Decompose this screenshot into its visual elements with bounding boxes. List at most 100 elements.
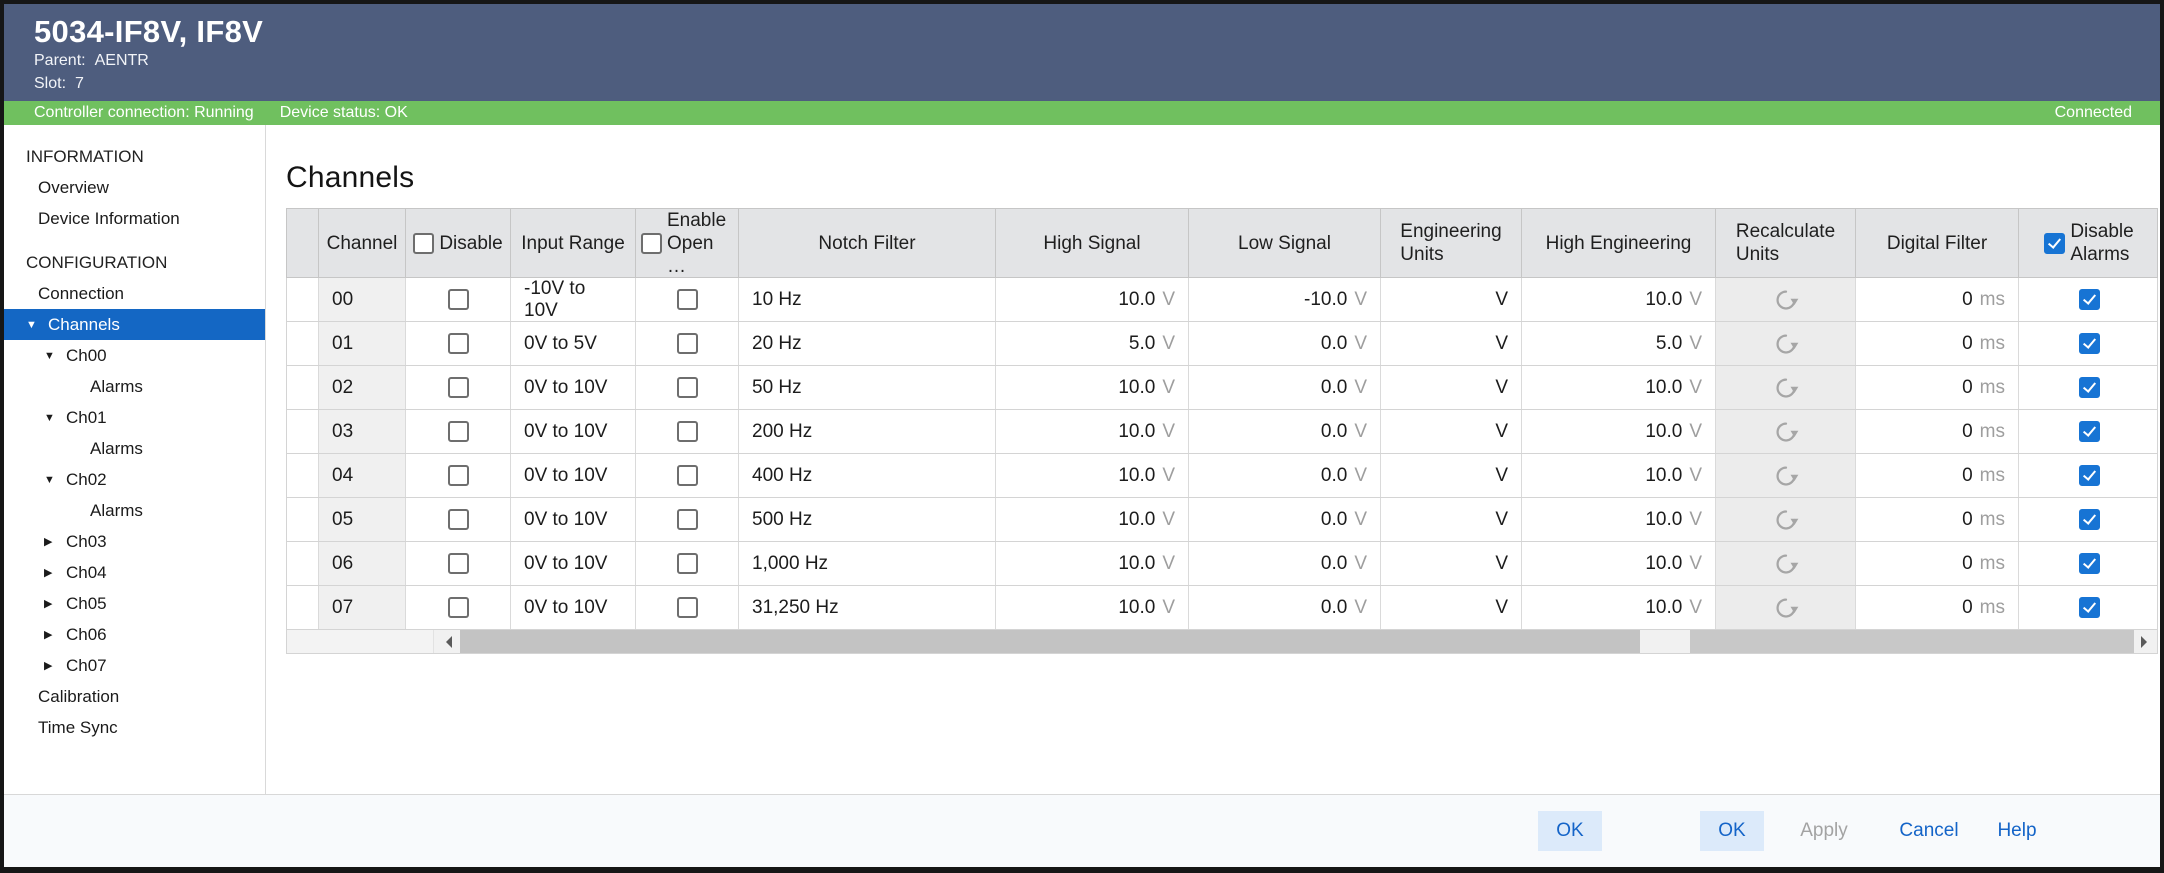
disable-checkbox[interactable] <box>447 553 469 574</box>
high_eng-cell[interactable]: 10.0 V <box>1522 454 1716 497</box>
sidebar-item-ch04[interactable]: ▶ Ch04 <box>4 557 265 588</box>
digital_filter-cell[interactable]: 0 ms <box>1856 498 2019 541</box>
scrollbar-track[interactable] <box>1640 630 1690 653</box>
eng_units-cell[interactable]: V <box>1381 366 1522 409</box>
row-selector-cell[interactable] <box>287 278 319 321</box>
chevron-right-icon[interactable]: ▶ <box>44 629 53 641</box>
disable-checkbox[interactable] <box>447 597 469 618</box>
input_range-cell[interactable]: 0V to 5V <box>511 322 636 365</box>
notch-cell[interactable]: 200 Hz <box>739 410 996 453</box>
low_signal-cell[interactable]: -10.0 V <box>1189 278 1381 321</box>
digital_filter-cell[interactable]: 0 ms <box>1856 586 2019 629</box>
eng_units-cell[interactable]: V <box>1381 542 1522 585</box>
low_signal-cell[interactable]: 0.0 V <box>1189 542 1381 585</box>
sidebar-item-calibration[interactable]: Calibration <box>4 681 265 712</box>
sidebar-item-alarms[interactable]: Alarms <box>4 495 265 526</box>
sidebar-item-ch01[interactable]: ▼ Ch01 <box>4 402 265 433</box>
high_signal-cell[interactable]: 10.0 V <box>996 498 1189 541</box>
high_eng-cell[interactable]: 10.0 V <box>1522 366 1716 409</box>
chevron-right-icon[interactable]: ▶ <box>44 567 53 579</box>
ok-button[interactable]: OK <box>1538 811 1602 851</box>
horizontal-scrollbar[interactable] <box>286 630 2158 654</box>
disable-alarms-checkbox[interactable] <box>2078 333 2100 354</box>
high_eng-cell[interactable]: 10.0 V <box>1522 410 1716 453</box>
sidebar-item-overview[interactable]: Overview <box>4 172 265 203</box>
low_signal-cell[interactable]: 0.0 V <box>1189 498 1381 541</box>
disable-checkbox[interactable] <box>447 377 469 398</box>
enable-open-wire-checkbox[interactable] <box>676 289 698 310</box>
sidebar-item-time-sync[interactable]: Time Sync <box>4 712 265 743</box>
enable-open-wire-checkbox[interactable] <box>676 553 698 574</box>
high_signal-cell[interactable]: 10.0 V <box>996 454 1189 497</box>
notch-cell[interactable]: 10 Hz <box>739 278 996 321</box>
sidebar-item-ch07[interactable]: ▶ Ch07 <box>4 650 265 681</box>
high_signal-cell[interactable]: 10.0 V <box>996 542 1189 585</box>
eng_units-cell[interactable]: V <box>1381 410 1522 453</box>
high_eng-cell[interactable]: 10.0 V <box>1522 278 1716 321</box>
input_range-cell[interactable]: 0V to 10V <box>511 542 636 585</box>
scrollbar-thumb-right[interactable] <box>1690 630 2134 653</box>
sidebar-item-device-information[interactable]: Device Information <box>4 203 265 234</box>
input_range-cell[interactable]: 0V to 10V <box>511 498 636 541</box>
low_signal-cell[interactable]: 0.0 V <box>1189 410 1381 453</box>
scroll-left-button[interactable] <box>434 630 460 653</box>
notch-cell[interactable]: 50 Hz <box>739 366 996 409</box>
header-checkbox-disable-alarms[interactable] <box>2044 232 2066 254</box>
disable-alarms-checkbox[interactable] <box>2078 421 2100 442</box>
disable-alarms-checkbox[interactable] <box>2078 465 2100 486</box>
low_signal-cell[interactable]: 0.0 V <box>1189 366 1381 409</box>
input_range-cell[interactable]: 0V to 10V <box>511 586 636 629</box>
eng_units-cell[interactable]: V <box>1381 454 1522 497</box>
row-selector-cell[interactable] <box>287 586 319 629</box>
digital_filter-cell[interactable]: 0 ms <box>1856 366 2019 409</box>
row-selector-cell[interactable] <box>287 366 319 409</box>
high_signal-cell[interactable]: 10.0 V <box>996 586 1189 629</box>
chevron-down-icon[interactable]: ▼ <box>44 473 55 486</box>
disable-checkbox[interactable] <box>447 333 469 354</box>
digital_filter-cell[interactable]: 0 ms <box>1856 322 2019 365</box>
disable-alarms-checkbox[interactable] <box>2078 509 2100 530</box>
disable-alarms-checkbox[interactable] <box>2078 289 2100 310</box>
input_range-cell[interactable]: -10V to 10V <box>511 278 636 321</box>
sidebar-item-ch03[interactable]: ▶ Ch03 <box>4 526 265 557</box>
row-selector-cell[interactable] <box>287 410 319 453</box>
notch-cell[interactable]: 31,250 Hz <box>739 586 996 629</box>
row-selector-cell[interactable] <box>287 542 319 585</box>
enable-open-wire-checkbox[interactable] <box>676 377 698 398</box>
chevron-right-icon[interactable]: ▶ <box>44 536 53 548</box>
cancel-button[interactable]: Cancel <box>1886 820 1972 842</box>
high_signal-cell[interactable]: 10.0 V <box>996 366 1189 409</box>
help-button[interactable]: Help <box>1986 820 2048 842</box>
sidebar-item-channels[interactable]: ▼ Channels <box>4 309 265 340</box>
eng_units-cell[interactable]: V <box>1381 278 1522 321</box>
low_signal-cell[interactable]: 0.0 V <box>1189 322 1381 365</box>
disable-alarms-checkbox[interactable] <box>2078 597 2100 618</box>
row-selector-cell[interactable] <box>287 322 319 365</box>
low_signal-cell[interactable]: 0.0 V <box>1189 586 1381 629</box>
digital_filter-cell[interactable]: 0 ms <box>1856 454 2019 497</box>
enable-open-wire-checkbox[interactable] <box>676 509 698 530</box>
notch-cell[interactable]: 20 Hz <box>739 322 996 365</box>
high_signal-cell[interactable]: 10.0 V <box>996 278 1189 321</box>
scrollbar-thumb[interactable] <box>460 630 1640 653</box>
sidebar-item-ch05[interactable]: ▶ Ch05 <box>4 588 265 619</box>
eng_units-cell[interactable]: V <box>1381 586 1522 629</box>
row-selector-cell[interactable] <box>287 454 319 497</box>
sidebar-item-alarms[interactable]: Alarms <box>4 371 265 402</box>
disable-alarms-checkbox[interactable] <box>2078 553 2100 574</box>
scroll-right-button[interactable] <box>2134 630 2156 653</box>
sidebar-item-connection[interactable]: Connection <box>4 278 265 309</box>
high_signal-cell[interactable]: 10.0 V <box>996 410 1189 453</box>
disable-checkbox[interactable] <box>447 421 469 442</box>
sidebar-item-ch02[interactable]: ▼ Ch02 <box>4 464 265 495</box>
input_range-cell[interactable]: 0V to 10V <box>511 454 636 497</box>
notch-cell[interactable]: 400 Hz <box>739 454 996 497</box>
input_range-cell[interactable]: 0V to 10V <box>511 366 636 409</box>
high_eng-cell[interactable]: 10.0 V <box>1522 498 1716 541</box>
chevron-right-icon[interactable]: ▶ <box>44 598 53 610</box>
header-checkbox-disable[interactable] <box>413 232 435 254</box>
chevron-down-icon[interactable]: ▼ <box>44 349 55 362</box>
high_signal-cell[interactable]: 5.0 V <box>996 322 1189 365</box>
high_eng-cell[interactable]: 10.0 V <box>1522 542 1716 585</box>
high_eng-cell[interactable]: 5.0 V <box>1522 322 1716 365</box>
